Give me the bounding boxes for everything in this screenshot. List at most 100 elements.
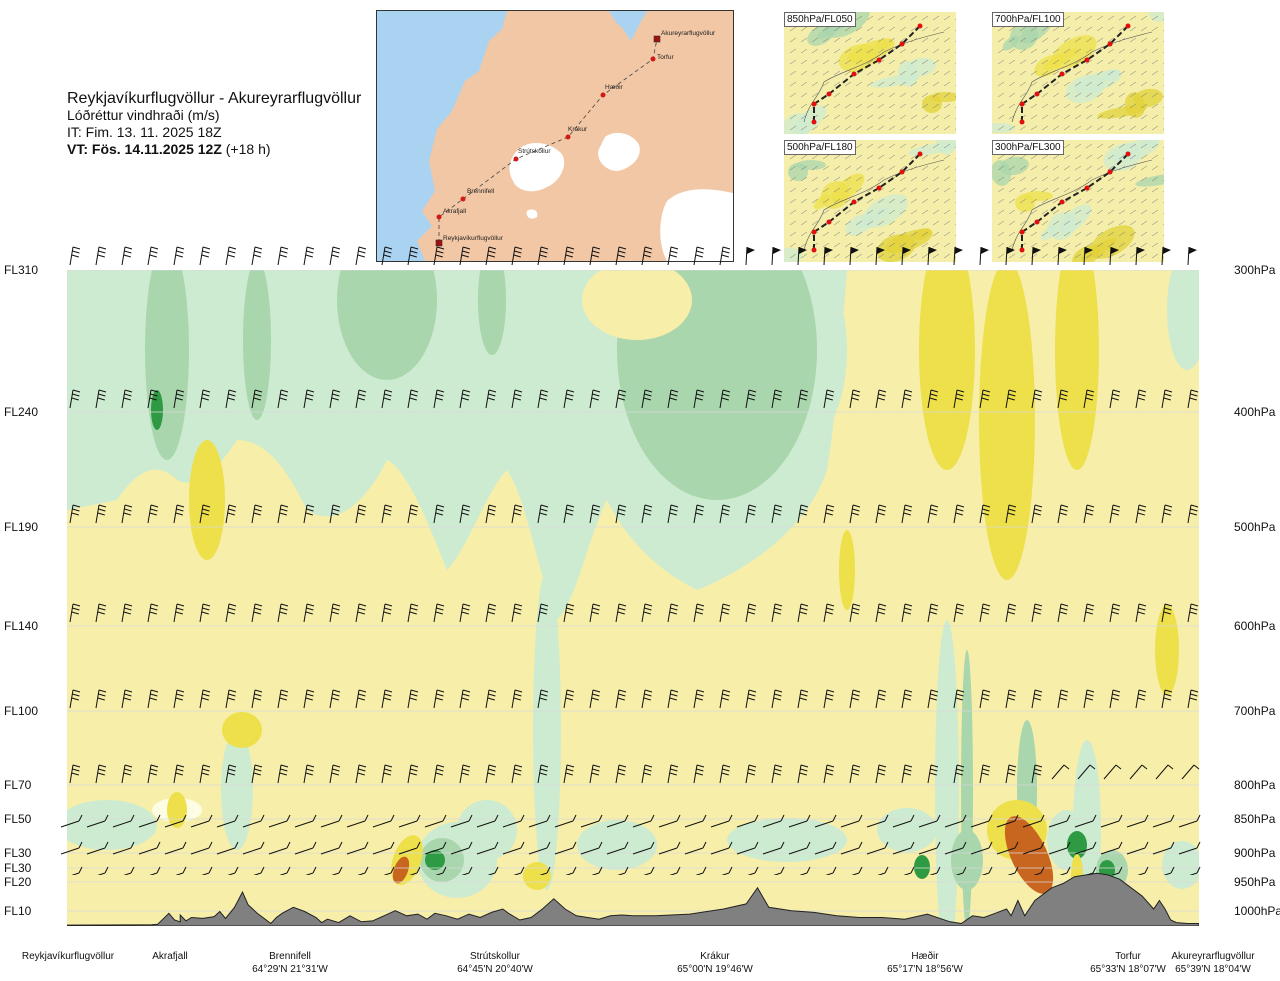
inset-wind-barb — [789, 209, 797, 215]
wind-barb — [95, 504, 107, 524]
wind-barb — [565, 866, 577, 875]
inset-wind-barb — [1041, 242, 1049, 248]
wind-barb — [1152, 814, 1175, 828]
wind-barb — [667, 603, 679, 623]
velocity-field-patch — [582, 270, 692, 340]
velocity-field-patch — [67, 800, 157, 850]
inset-wind-barb — [921, 242, 929, 248]
inset-wind-barb — [1151, 26, 1159, 32]
inset-wind-barb — [1008, 220, 1016, 226]
inset-wind-barb — [866, 220, 874, 226]
wind-barb — [1135, 246, 1145, 266]
inset-wind-barb — [811, 209, 819, 215]
inset-wind-barb — [1030, 231, 1038, 237]
inset-wind-barb — [1151, 70, 1159, 76]
wind-barb — [407, 389, 419, 409]
wind-barb — [227, 866, 239, 875]
inset-wind-barb — [910, 48, 918, 54]
inset-wind-barb — [1041, 81, 1049, 87]
inset-wind-barb — [1008, 198, 1016, 204]
inset-wind-barb — [866, 143, 874, 149]
wind-barb — [147, 246, 159, 266]
inset-wind-barb — [1063, 48, 1071, 54]
route-map: Akureyrarflugvöllur Torfur Hæðir Krákur Strú… — [376, 10, 734, 262]
wind-barb — [615, 246, 627, 266]
velocity-field-patch — [727, 818, 847, 862]
inset-wind-barb — [1096, 59, 1104, 65]
wind-barb — [875, 764, 887, 784]
inset-wind-barb — [1151, 125, 1159, 131]
inset-wind-barb — [1008, 103, 1016, 109]
wind-barb — [1109, 246, 1119, 266]
wind-barb — [355, 246, 367, 266]
wind-barb — [485, 689, 497, 709]
inset-wind-barb — [1074, 242, 1082, 248]
wind-barb — [823, 389, 835, 409]
wind-barb — [1152, 841, 1175, 855]
location-name: Krákur — [700, 951, 730, 962]
inset-wind-barb — [1140, 165, 1148, 171]
inset-wind-barb — [1052, 37, 1060, 43]
velocity-field-patch — [577, 820, 657, 870]
wind-barb — [1022, 841, 1045, 855]
wind-barb — [797, 504, 809, 524]
title-block: Reykjavíkurflugvöllur - Akureyrarflugvöl… — [67, 90, 361, 158]
inset-wind-barb — [877, 165, 885, 171]
inset-wind-barb — [1019, 37, 1027, 43]
inset-wind-barb — [1085, 114, 1093, 120]
inset-field-patch — [862, 194, 908, 228]
inset-wind-barb — [1019, 92, 1027, 98]
hpa-label: 700hPa — [1234, 704, 1276, 718]
wind-barb — [407, 603, 419, 623]
inset-wind-barb — [1129, 187, 1137, 193]
wind-barb — [225, 504, 237, 524]
inset-wind-barb — [943, 198, 951, 204]
inset-wind-barb — [921, 70, 929, 76]
inset-wind-barb — [1140, 81, 1148, 87]
inset-wind-barb — [1008, 81, 1016, 87]
inset-wind-barb — [932, 103, 940, 109]
hpa-label: 800hPa — [1234, 778, 1276, 792]
wind-barb — [112, 814, 135, 828]
wind-barb — [277, 689, 289, 709]
inset-wind-barb — [921, 176, 929, 182]
inset-wind-barb — [833, 70, 841, 76]
inset-wind-barb — [1063, 165, 1071, 171]
wind-barb — [355, 389, 367, 409]
inset-wind-barb — [1052, 198, 1060, 204]
wind-barb — [927, 689, 939, 709]
inset-wind-barb — [943, 154, 951, 160]
wind-barb — [147, 764, 159, 784]
inset-wind-barb — [899, 37, 907, 43]
inset-wind-barb — [910, 198, 918, 204]
inset-wind-barb — [1107, 242, 1115, 248]
terrain-profile — [67, 872, 1199, 926]
inset-wind-barb — [877, 187, 885, 193]
inset-wind-barb — [1074, 165, 1082, 171]
inset-wind-barb — [866, 81, 874, 87]
inset-wind-barb — [877, 26, 885, 32]
wind-barb — [487, 866, 499, 875]
inset-wind-barb — [921, 15, 929, 21]
inset-wind-barb — [932, 70, 940, 76]
inset-wind-barb — [899, 242, 907, 248]
inset-wind-barb — [1096, 143, 1104, 149]
wind-barb — [251, 603, 263, 623]
inset-wind-barb — [1129, 143, 1137, 149]
inset-field-patch — [796, 160, 826, 170]
wind-barb — [745, 246, 755, 266]
inset-wind-barb — [1129, 59, 1137, 65]
cross-section-plot — [67, 270, 1199, 926]
inset-wind-barb — [932, 154, 940, 160]
wind-barb — [658, 841, 681, 855]
wind-barb — [589, 603, 601, 623]
wind-barb — [435, 866, 447, 875]
wind-barb — [953, 689, 965, 709]
wind-barb — [1109, 689, 1121, 709]
inset-wind-barb — [1107, 220, 1115, 226]
wind-barb — [69, 764, 81, 784]
wind-barb — [95, 389, 107, 409]
inset-wind-barb — [789, 114, 797, 120]
inset-wind-barb — [1030, 165, 1038, 171]
map-point-marker — [650, 56, 656, 62]
